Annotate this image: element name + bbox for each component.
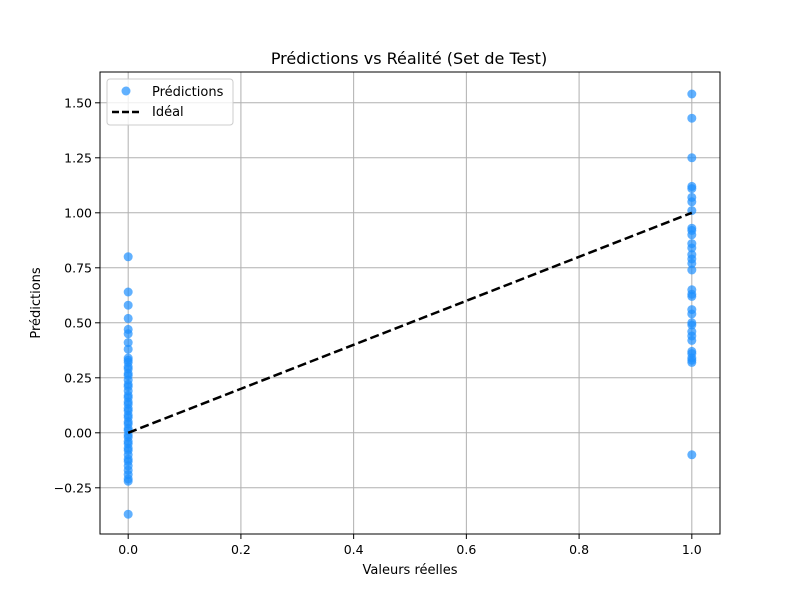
prediction-point xyxy=(123,300,133,310)
prediction-point xyxy=(687,113,697,123)
prediction-point xyxy=(687,309,697,319)
y-tick-label: −0.25 xyxy=(54,480,92,495)
y-tick-label: 1.25 xyxy=(64,150,92,165)
prediction-point xyxy=(687,450,697,460)
prediction-point xyxy=(123,344,133,354)
plot-frame xyxy=(99,71,721,535)
legend-label-predictions: Prédictions xyxy=(152,85,224,100)
prediction-point xyxy=(123,313,133,323)
x-tick-label: 0.2 xyxy=(231,542,251,557)
prediction-point xyxy=(123,476,133,486)
prediction-point xyxy=(687,230,697,240)
legend-label-ideal: Idéal xyxy=(152,105,184,120)
y-tick-label: 0.75 xyxy=(64,260,92,275)
grid-lines xyxy=(100,72,720,534)
x-axis-label: Valeurs réelles xyxy=(363,563,458,578)
prediction-point xyxy=(687,258,697,268)
x-tick-label: 0.6 xyxy=(456,542,476,557)
axis-ticks: 0.0 0.2 0.4 0.6 0.8 1.0 −0.25 0.00 0.25 0.50 0.75 1… xyxy=(54,95,702,557)
prediction-point xyxy=(687,184,697,194)
y-tick-label: 1.50 xyxy=(64,95,92,110)
prediction-point xyxy=(687,153,697,163)
prediction-point xyxy=(687,291,697,301)
y-tick-label: 1.00 xyxy=(64,205,92,220)
x-tick-label: 0.4 xyxy=(344,542,364,557)
chart-title: Prédictions vs Réalité (Set de Test) xyxy=(271,49,547,68)
legend: Prédictions Idéal xyxy=(106,78,234,126)
x-tick-label: 0.8 xyxy=(569,542,589,557)
x-tick-label: 0.0 xyxy=(118,542,138,557)
prediction-point xyxy=(123,329,133,339)
prediction-point xyxy=(687,357,697,367)
legend-box xyxy=(106,78,234,126)
x-tick-label: 1.0 xyxy=(682,542,702,557)
legend-scatter-marker xyxy=(121,86,131,96)
y-tick-label: 0.25 xyxy=(64,370,92,385)
prediction-point xyxy=(687,197,697,207)
prediction-point xyxy=(123,287,133,297)
prediction-point xyxy=(123,509,133,519)
ideal-line xyxy=(127,211,693,434)
prediction-point xyxy=(687,243,697,253)
y-tick-label: 0.50 xyxy=(64,315,92,330)
prediction-point xyxy=(123,252,133,262)
prediction-point xyxy=(687,320,697,330)
prediction-point xyxy=(687,335,697,345)
prediction-point xyxy=(123,338,133,348)
y-tick-label: 0.00 xyxy=(64,425,92,440)
prediction-point xyxy=(687,265,697,275)
prediction-point xyxy=(687,89,697,99)
y-axis-label: Prédictions xyxy=(29,267,44,339)
plot-series xyxy=(123,89,697,519)
